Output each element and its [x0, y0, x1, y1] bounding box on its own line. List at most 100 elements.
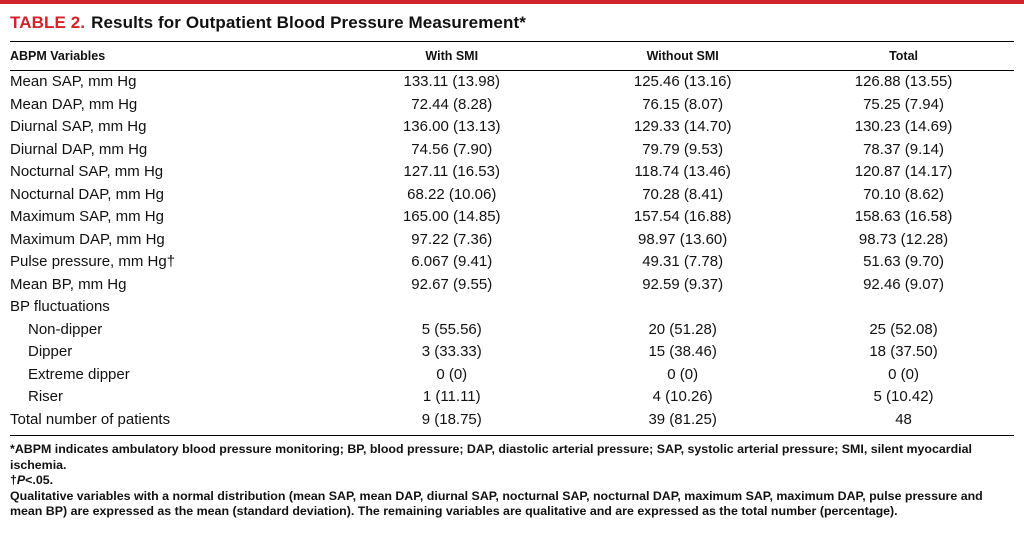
table-row: Nocturnal SAP, mm Hg 127.11 (16.53) 118.74… [10, 161, 1014, 184]
table-row: BP fluctuations [10, 296, 1014, 319]
row-value: 79.79 (9.53) [642, 140, 724, 158]
table-row: Riser 1 (11.11) 4 (10.26) 5 (10.42) [10, 386, 1014, 409]
row-value: 5 (10.42) [873, 388, 934, 405]
row-label: Diurnal SAP, mm Hg [10, 118, 147, 135]
row-value: 0 (0) [667, 365, 699, 383]
row-value: 39 (81.25) [648, 410, 717, 428]
row-value: 157.54 (16.88) [633, 208, 732, 225]
row-value: 68.22 (10.06) [407, 185, 497, 203]
row-value: 125.46 (13.16) [633, 73, 732, 90]
results-table: ABPM Variables With SMI Without SMI Tota… [10, 41, 1014, 431]
row-label: Mean DAP, mm Hg [10, 95, 138, 113]
row-value: 136.00 (13.13) [402, 118, 501, 135]
row-value: 98.73 (12.28) [858, 230, 949, 248]
row-label: Diurnal DAP, mm Hg [10, 140, 148, 158]
dagger-symbol: † [10, 473, 17, 487]
row-value: 3 (33.33) [421, 343, 482, 360]
row-value: 4 (10.26) [652, 388, 713, 405]
table-header: ABPM Variables With SMI Without SMI Tota… [10, 41, 1014, 71]
row-value: 0 (0) [888, 365, 919, 383]
table-body: Mean SAP, mm Hg 133.11 (13.98) 125.46 (13.… [10, 71, 1014, 432]
table-row: Dipper 3 (33.33) 15 (38.46) 18 (37.50) [10, 341, 1014, 364]
table-row: Pulse pressure, mm Hg† 6.067 (9.41) 49.31 … [10, 251, 1014, 274]
row-label: Pulse pressure, mm Hg† [10, 253, 176, 270]
row-label: Maximum SAP, mm Hg [10, 208, 164, 225]
row-value: 133.11 (13.98) [403, 73, 500, 90]
table-row: Maximum DAP, mm Hg 97.22 (7.36) 98.97 (13.… [10, 229, 1014, 252]
row-value: 51.63 (9.70) [863, 253, 944, 270]
row-value: 25 (52.08) [869, 320, 938, 338]
row-value: 70.10 (8.62) [863, 185, 944, 203]
column-header-without-smi: Without SMI [572, 41, 794, 71]
row-value: 129.33 (14.70) [633, 118, 732, 135]
table-header-row: ABPM Variables With SMI Without SMI Tota… [10, 41, 1014, 71]
row-value: 70.28 (8.41) [642, 185, 724, 203]
row-value: 98.97 (13.60) [638, 230, 728, 248]
footnote-pvalue: †P<.05. [10, 473, 1014, 489]
row-label: Extreme dipper [28, 365, 130, 383]
row-value: 72.44 (8.28) [411, 95, 493, 113]
footnote-abbreviations: *ABPM indicates ambulatory blood pressur… [10, 442, 972, 472]
row-value: 1 (11.11) [422, 388, 481, 405]
row-value: 74.56 (7.90) [411, 140, 493, 158]
row-value: 78.37 (9.14) [863, 140, 944, 158]
row-label: Mean SAP, mm Hg [10, 73, 137, 90]
row-value: 92.59 (9.37) [642, 275, 724, 293]
row-label: Nocturnal SAP, mm Hg [10, 163, 164, 180]
row-value: 97.22 (7.36) [411, 230, 493, 248]
table-caption: TABLE 2. Results for Outpatient Blood Pre… [10, 4, 1014, 41]
row-value [572, 296, 793, 319]
table-row: Mean DAP, mm Hg 72.44 (8.28) 76.15 (8.07) 7… [10, 94, 1014, 117]
row-value: 130.23 (14.69) [854, 118, 953, 135]
table-label: TABLE 2. [10, 13, 86, 32]
row-value: 5 (55.56) [421, 320, 482, 338]
row-value: 120.87 (14.17) [854, 163, 953, 180]
row-value: 76.15 (8.07) [642, 95, 724, 113]
table-title: Results for Outpatient Blood Pressure Me… [91, 13, 526, 32]
table-row: Diurnal SAP, mm Hg 136.00 (13.13) 129.33 (… [10, 116, 1014, 139]
table-row: Non-dipper 5 (55.56) 20 (51.28) 25 (52.08) [10, 319, 1014, 342]
row-value: 127.11 (16.53) [403, 163, 500, 180]
column-header-total: Total [793, 41, 1014, 71]
row-label: Total number of patients [10, 410, 171, 428]
row-value: 92.67 (9.55) [411, 275, 493, 293]
table-row: Nocturnal DAP, mm Hg 68.22 (10.06) 70.28 (… [10, 184, 1014, 207]
pvalue-rest: <.05. [25, 473, 54, 487]
row-value: 6.067 (9.41) [411, 253, 493, 270]
column-header-with-smi: With SMI [331, 41, 573, 71]
table-row: Mean BP, mm Hg 92.67 (9.55) 92.59 (9.37) 92… [10, 274, 1014, 297]
row-label: Mean BP, mm Hg [10, 275, 127, 293]
row-label: Non-dipper [28, 320, 103, 338]
column-header-abpm-variables: ABPM Variables [10, 41, 332, 71]
pvalue-p: P [16, 473, 26, 487]
table-footnotes: *ABPM indicates ambulatory blood pressur… [10, 435, 1014, 520]
row-value: 49.31 (7.78) [642, 253, 724, 270]
row-value: 75.25 (7.94) [863, 95, 944, 113]
row-label: Nocturnal DAP, mm Hg [10, 185, 164, 203]
row-label: Maximum DAP, mm Hg [10, 230, 165, 248]
row-value: 158.63 (16.58) [854, 208, 953, 225]
table-row: Mean SAP, mm Hg 133.11 (13.98) 125.46 (13.… [10, 71, 1014, 94]
table-page: TABLE 2. Results for Outpatient Blood Pre… [0, 4, 1024, 520]
row-value: 48 [895, 410, 912, 428]
row-value: 92.46 (9.07) [863, 275, 944, 293]
table-row: Total number of patients 9 (18.75) 39 (81.… [10, 409, 1014, 432]
row-value: 165.00 (14.85) [402, 208, 501, 225]
row-label: Dipper [28, 343, 73, 360]
row-label: BP fluctuations [10, 298, 110, 315]
row-label: Riser [28, 388, 64, 405]
table-top-rule [0, 0, 1024, 4]
row-value: 9 (18.75) [421, 410, 482, 428]
row-value: 18 (37.50) [869, 343, 938, 360]
row-value: 0 (0) [436, 365, 468, 383]
row-value: 15 (38.46) [648, 343, 717, 360]
table-row: Extreme dipper 0 (0) 0 (0) 0 (0) [10, 364, 1014, 387]
row-value: 126.88 (13.55) [854, 73, 953, 90]
row-value: 20 (51.28) [648, 320, 717, 338]
row-value [331, 296, 572, 319]
row-value [793, 296, 1014, 319]
table-row: Maximum SAP, mm Hg 165.00 (14.85) 157.54 (… [10, 206, 1014, 229]
table-row: Diurnal DAP, mm Hg 74.56 (7.90) 79.79 (9.5… [10, 139, 1014, 162]
footnote-qualitative: Qualitative variables with a normal dist… [10, 488, 983, 519]
row-value: 118.74 (13.46) [634, 163, 731, 180]
